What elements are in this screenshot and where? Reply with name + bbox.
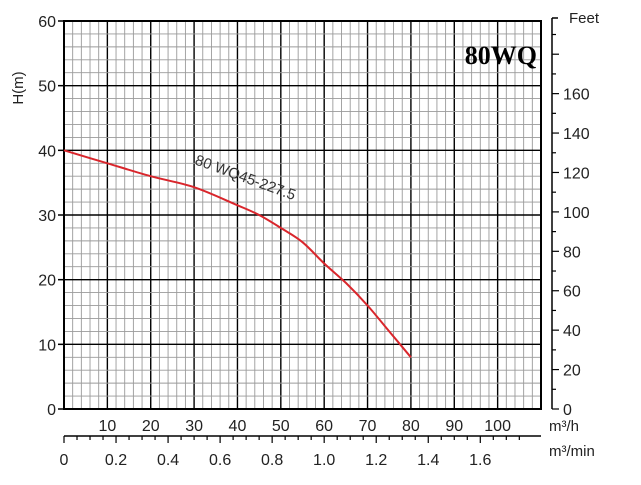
series-layer [63,149,412,358]
y-tick-label: 20 [38,273,56,290]
x-tick-label-m3h: 100 [484,418,511,435]
x-tick-label-m3h: 90 [445,418,463,435]
chart-title: 80WQ [465,41,537,70]
feet-tick-label: 120 [563,165,590,182]
y-tick-label: 30 [38,208,56,225]
series-label: 80 WQ45-227.5 [193,152,298,204]
y-tick-label: 0 [47,402,56,419]
x-tick-label-m3h: 60 [315,418,333,435]
grid [64,21,541,409]
x-tick-label-m3h: 20 [142,418,160,435]
feet-tick-label: 160 [563,87,590,104]
feet-tick-label: 80 [563,244,581,261]
x-tick-label-m3min: 1.4 [417,452,439,469]
flow-axis-m3min: 0 0.2 0.4 0.6 0.8 1.0 1.2 1.4 1.6 [60,435,541,469]
x-tick-label-m3h: 80 [402,418,420,435]
feet-tick-label: 40 [563,323,581,340]
y-axis-label: H(m) [10,71,27,104]
feet-axis-right: 0 20 40 60 80 100 120 140 160 [551,17,590,419]
x-tick-label-m3min: 0.2 [105,452,127,469]
x-tick-label-m3h: 10 [98,418,116,435]
flow-axis-m3h: 10 20 30 40 50 60 70 80 90 100 [98,418,511,435]
feet-tick-label: 60 [563,284,581,301]
x-axis-label-m3min: m³/min [549,443,595,460]
x-tick-label-m3h: 70 [359,418,377,435]
x-tick-label-m3min: 0.8 [261,452,283,469]
feet-tick-label: 0 [563,402,572,419]
feet-tick-label: 100 [563,205,590,222]
x-tick-label-m3min: 0 [60,452,69,469]
x-axis-label-m3h: m³/h [549,418,579,435]
y-tick-label: 50 [38,79,56,96]
x-tick-label-m3min: 0.4 [157,452,179,469]
x-tick-label-m3min: 1.0 [313,452,335,469]
y-tick-label: 60 [38,14,56,31]
x-tick-label-m3min: 0.6 [209,452,231,469]
x-tick-label-m3h: 30 [185,418,203,435]
x-tick-label-m3h: 50 [272,418,290,435]
feet-tick-label: 140 [563,126,590,143]
x-tick-label-m3min: 1.6 [469,452,491,469]
y-tick-label: 10 [38,337,56,354]
x-tick-label-m3h: 40 [229,418,247,435]
y-tick-label: 40 [38,143,56,160]
right-axis-label: Feet [569,10,600,27]
x-tick-label-m3min: 1.2 [365,452,387,469]
head-axis-left: 0 10 20 30 40 50 60 [38,14,64,419]
feet-tick-label: 20 [563,363,581,380]
